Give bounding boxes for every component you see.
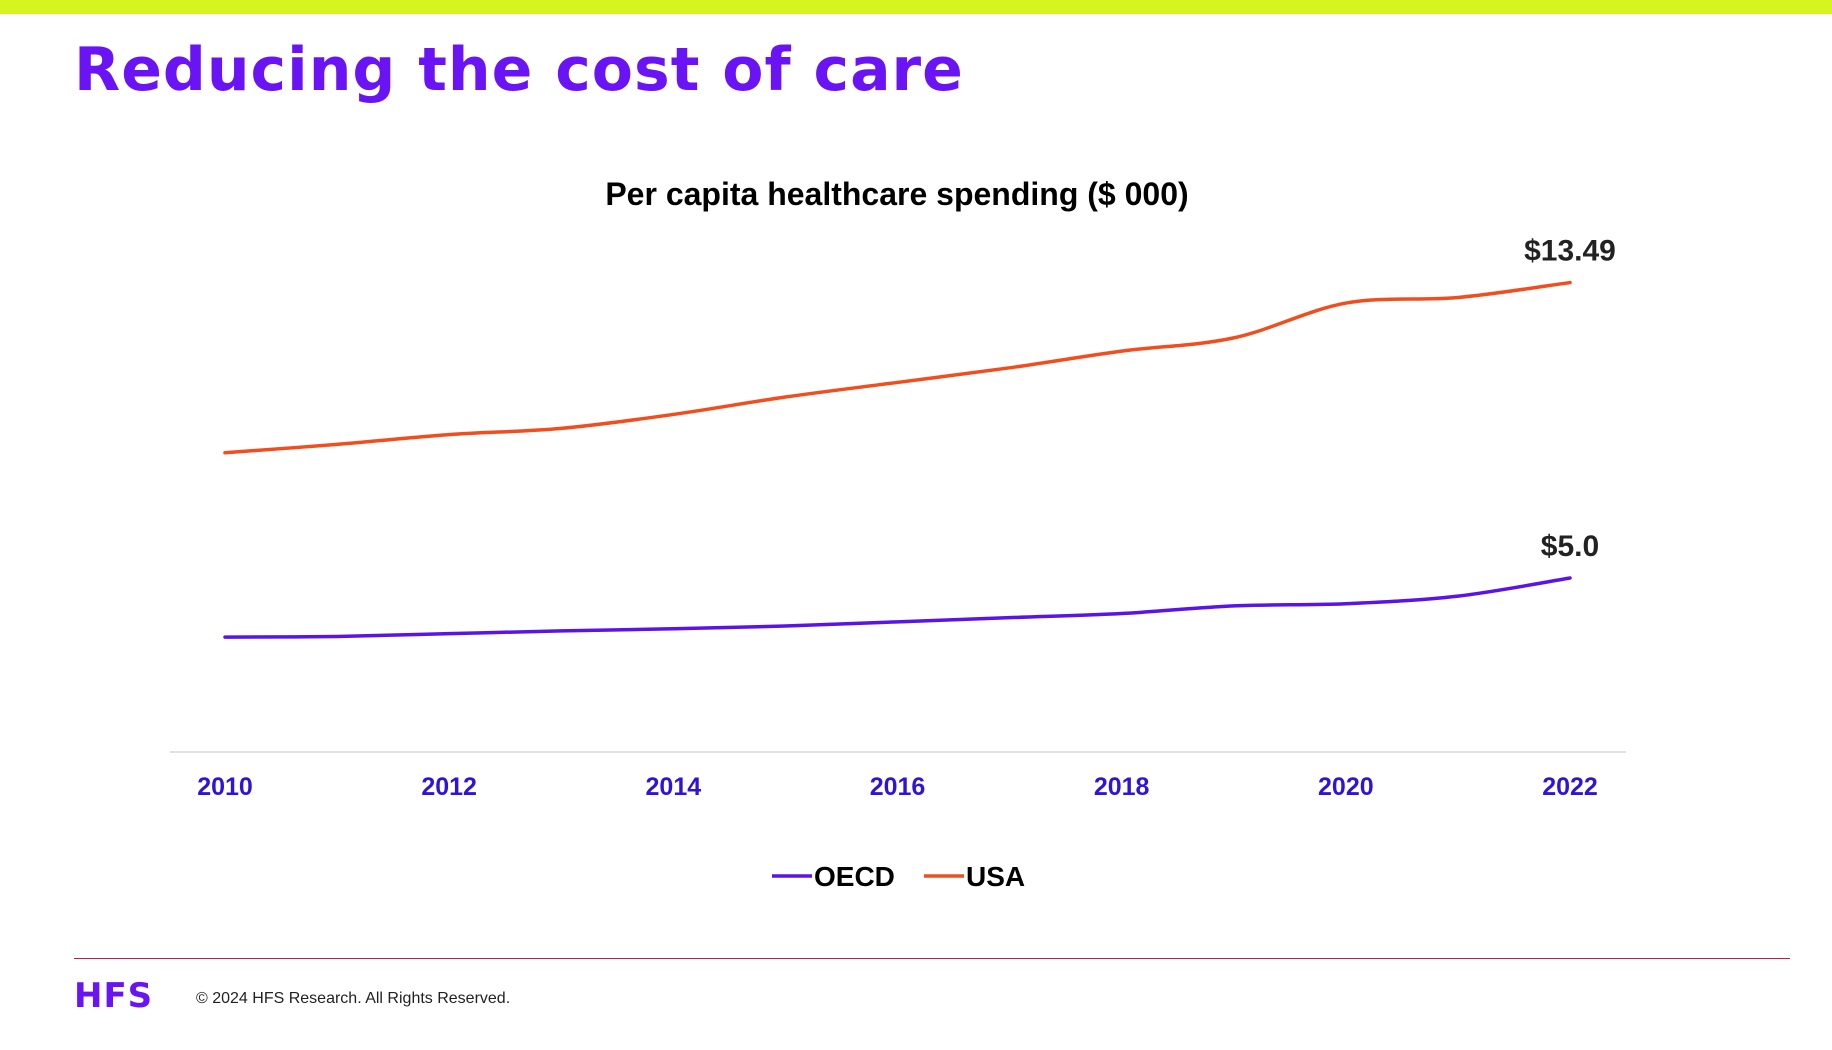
legend-label-oecd: OECD bbox=[814, 861, 895, 892]
hfs-logo: HFS bbox=[74, 976, 154, 1016]
line-chart: Per capita healthcare spending ($ 000) 2… bbox=[170, 176, 1626, 892]
x-tick-label: 2012 bbox=[421, 773, 477, 801]
chart-title: Per capita healthcare spending ($ 000) bbox=[605, 176, 1188, 212]
end-value-label-usa: $13.49 bbox=[1524, 235, 1616, 268]
footer-divider bbox=[74, 958, 1790, 959]
end-labels: $5.0 $13.49 bbox=[1524, 235, 1616, 563]
slide-title: Reducing the cost of care bbox=[74, 35, 964, 105]
legend-label-usa: USA bbox=[966, 861, 1025, 892]
end-value-label-oecd: $5.0 bbox=[1541, 530, 1599, 563]
copyright-text: © 2024 HFS Research. All Rights Reserved… bbox=[196, 990, 511, 1007]
x-tick-label: 2010 bbox=[197, 773, 253, 801]
series-line-usa bbox=[223, 280, 1572, 455]
top-accent-bar bbox=[0, 0, 1832, 14]
x-tick-label: 2014 bbox=[646, 773, 702, 801]
x-tick-label: 2018 bbox=[1094, 773, 1150, 801]
x-tick-label: 2016 bbox=[870, 773, 926, 801]
x-tick-labels: 2010 2012 2014 2016 2018 2020 2022 bbox=[197, 773, 1598, 801]
legend: OECD USA bbox=[772, 861, 1025, 892]
series-line-oecd bbox=[223, 576, 1572, 639]
x-tick-label: 2022 bbox=[1542, 773, 1598, 801]
series-lines bbox=[223, 280, 1572, 639]
x-tick-label: 2020 bbox=[1318, 773, 1374, 801]
